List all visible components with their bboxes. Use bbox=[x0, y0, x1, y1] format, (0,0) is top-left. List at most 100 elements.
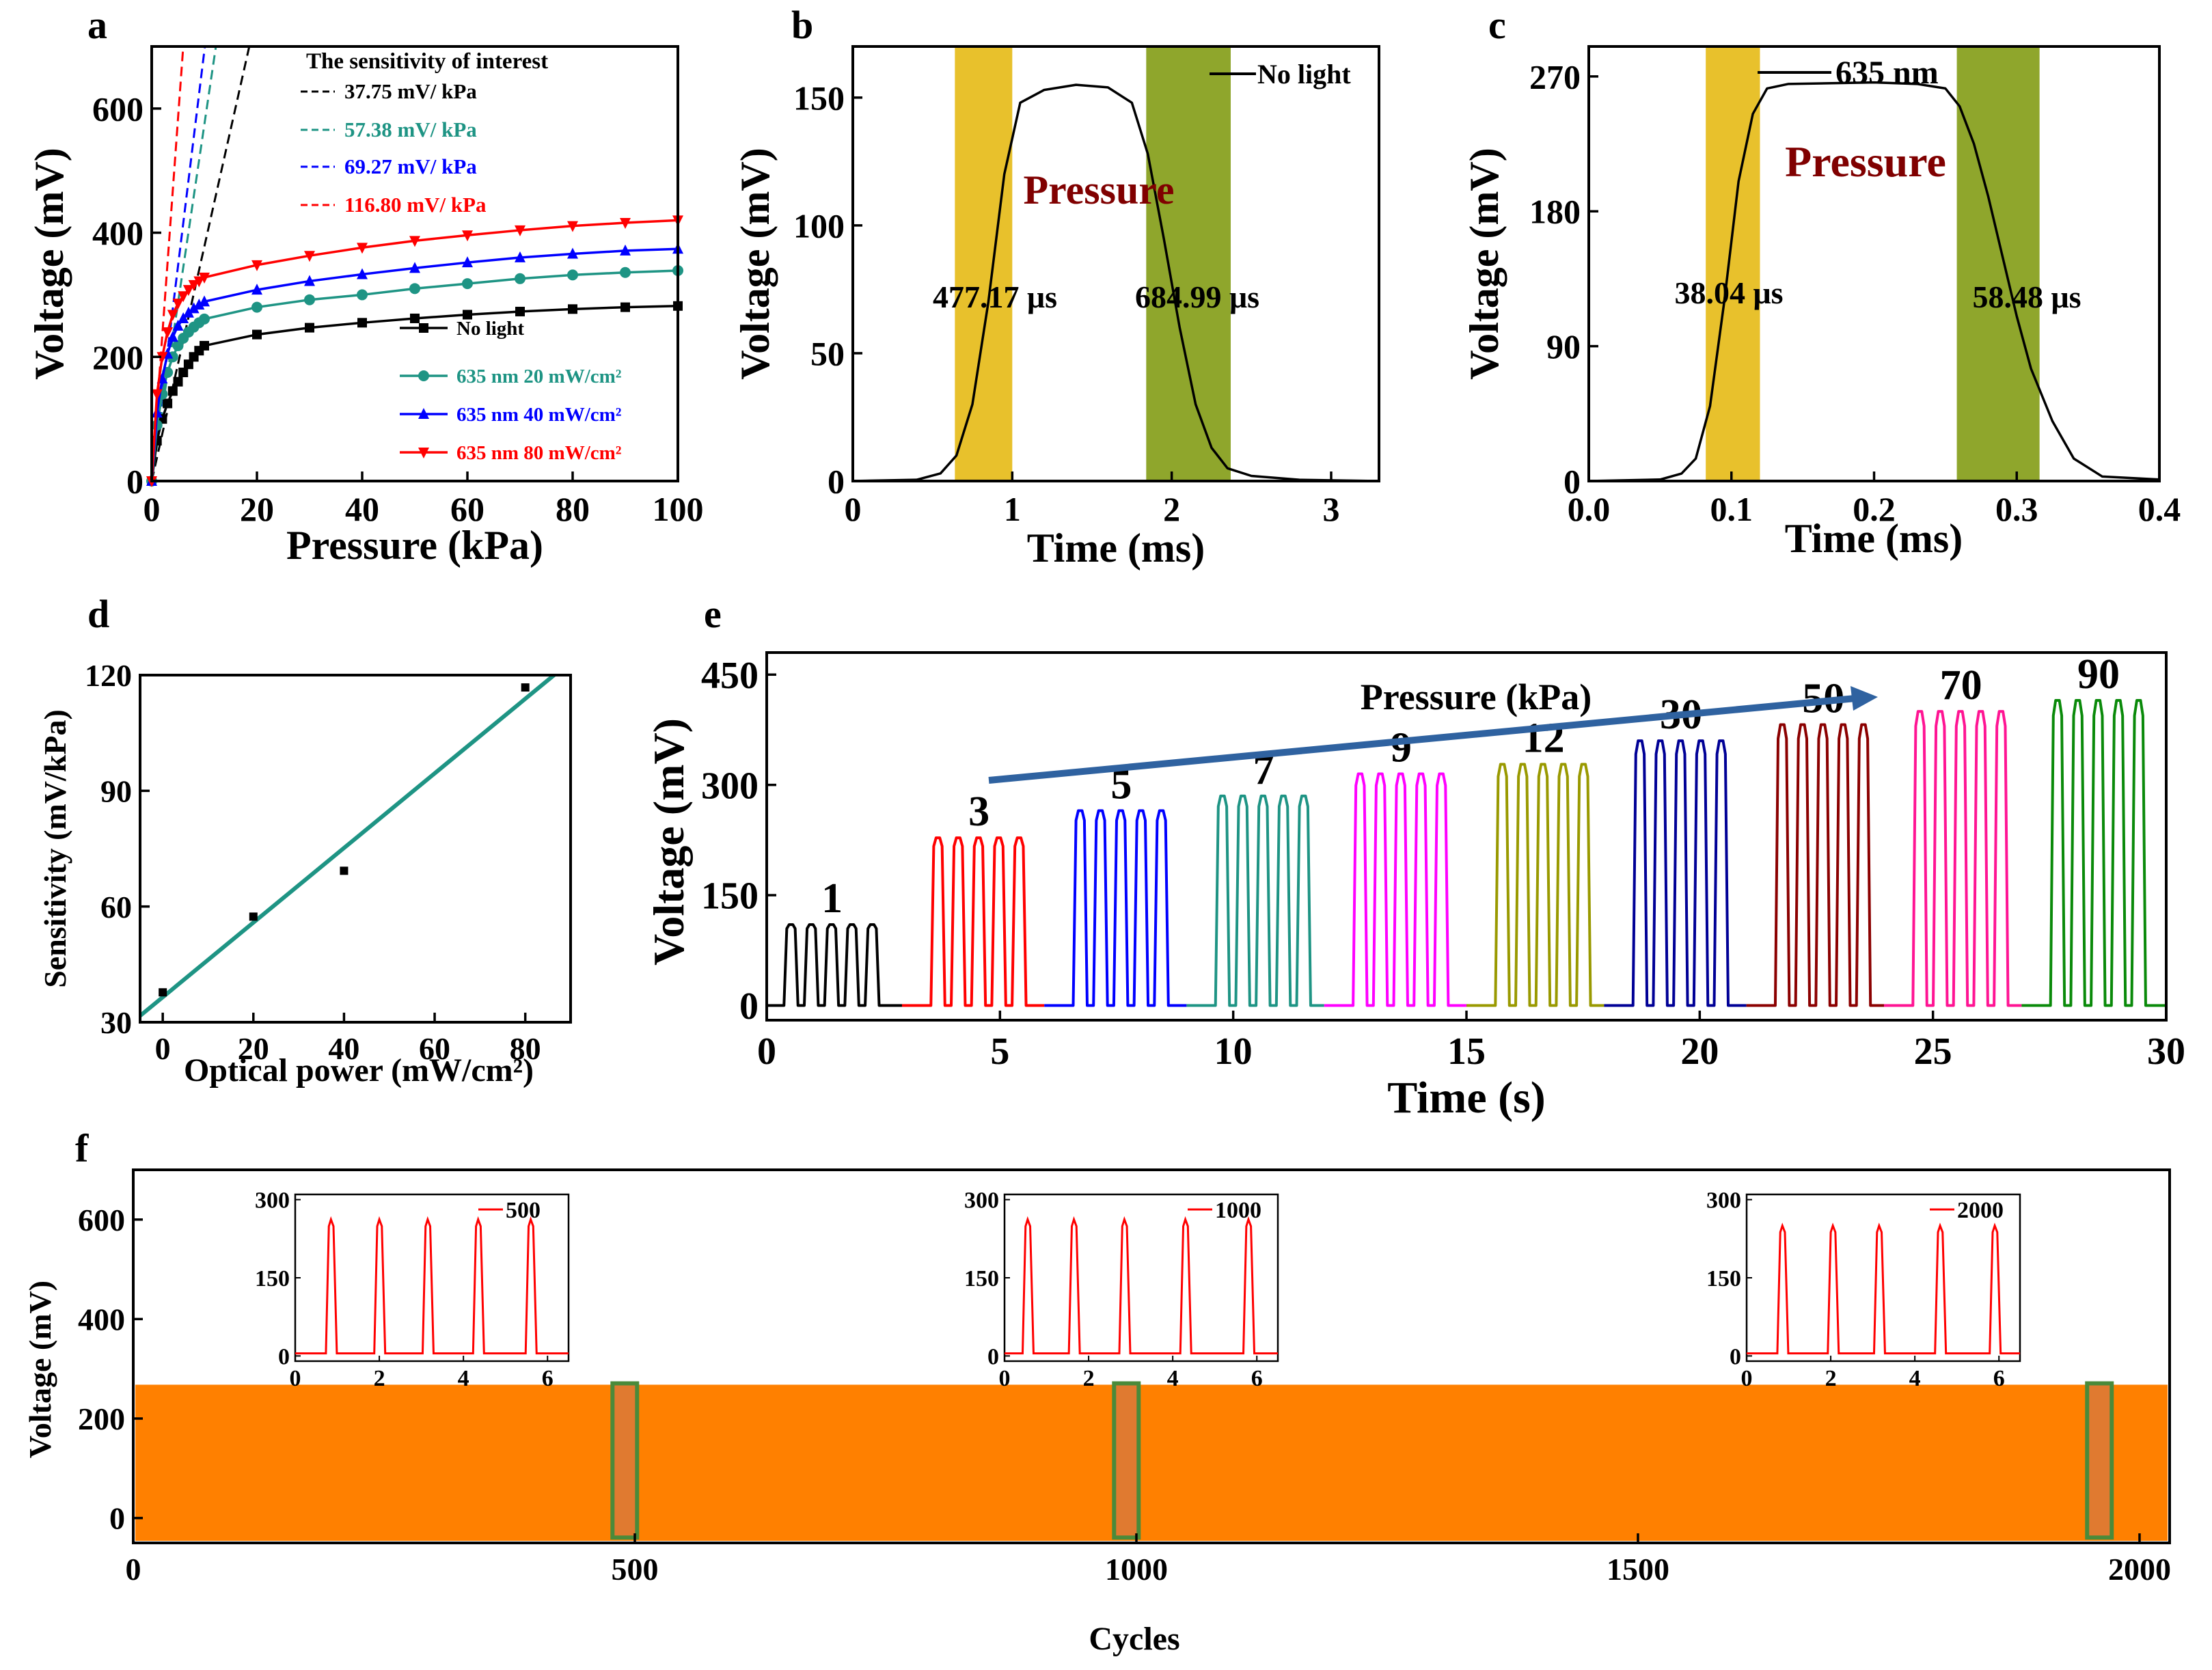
d-y-tick-label: 60 bbox=[100, 890, 132, 925]
inset-y-tick-label: 0 bbox=[1730, 1344, 1741, 1369]
inset-x-tick-label: 6 bbox=[542, 1366, 554, 1391]
inset-y-tick-label: 0 bbox=[987, 1344, 999, 1369]
data-point bbox=[151, 389, 163, 400]
data-point bbox=[167, 310, 178, 321]
data-point bbox=[340, 866, 349, 875]
data-point bbox=[252, 329, 262, 340]
panel-letter-e: e bbox=[704, 592, 722, 636]
inset-x-tick-label: 0 bbox=[1741, 1366, 1753, 1391]
data-point bbox=[515, 306, 525, 316]
inset-x-tick-label: 4 bbox=[1167, 1366, 1179, 1391]
inset-y-tick-label: 300 bbox=[964, 1188, 999, 1214]
e-y-tick-label: 300 bbox=[701, 765, 759, 807]
axis-frame-e bbox=[765, 651, 2168, 1022]
e-x-tick-label: 5 bbox=[990, 1030, 1009, 1073]
data-point bbox=[515, 251, 525, 262]
data-point bbox=[172, 299, 184, 310]
data-point bbox=[515, 273, 525, 284]
inset-x-tick-label: 4 bbox=[458, 1366, 469, 1391]
inset-y-tick-label: 150 bbox=[1706, 1266, 1741, 1291]
d-x-tick-label: 60 bbox=[419, 1031, 450, 1066]
legend-label-c: 635 nm bbox=[1835, 55, 1939, 91]
sensitivity-line bbox=[152, 46, 217, 481]
signal-line bbox=[852, 83, 1380, 482]
d-x-tick-label: 40 bbox=[328, 1031, 359, 1066]
c-x-tick-label: 0.4 bbox=[2138, 490, 2181, 528]
data-point bbox=[620, 266, 631, 278]
e-x-tick-label: 0 bbox=[757, 1030, 776, 1073]
data-point bbox=[178, 368, 189, 377]
c-x-tick-label: 0.3 bbox=[1995, 490, 2038, 528]
legend-marker bbox=[419, 323, 428, 333]
legend-label-b: No light bbox=[1257, 59, 1351, 90]
response-band bbox=[1956, 46, 2040, 481]
pressure-pulse-train bbox=[1324, 772, 1466, 1007]
axis-frame-c bbox=[1587, 45, 2161, 482]
chart-d: 0 20 40 60 80 30 60 90 120 Optical power (mW/cm²… bbox=[38, 658, 572, 1089]
data-point bbox=[178, 291, 189, 303]
response-band bbox=[1706, 46, 1760, 481]
data-point bbox=[251, 284, 262, 295]
a-y-tick-label: 200 bbox=[92, 338, 144, 377]
b-y-tick-label: 150 bbox=[793, 79, 845, 117]
d-y-tick-label: 30 bbox=[100, 1005, 132, 1040]
data-point bbox=[357, 268, 368, 279]
e-x-tick-label: 10 bbox=[1214, 1030, 1253, 1073]
inset-x-tick-label: 6 bbox=[1993, 1366, 2005, 1391]
f-x-tick-label: 2000 bbox=[2108, 1552, 2171, 1587]
a-y-tick-label: 0 bbox=[126, 463, 144, 501]
c-y-tick-label: 180 bbox=[1529, 193, 1581, 231]
data-point bbox=[188, 302, 200, 314]
data-point bbox=[521, 683, 530, 692]
data-point bbox=[162, 327, 174, 338]
inset-y-tick-label: 150 bbox=[964, 1266, 999, 1291]
pressure-pulse-train bbox=[2021, 698, 2166, 1007]
data-point bbox=[568, 304, 577, 314]
sensitivity-line bbox=[152, 46, 206, 481]
c-x-tick-label: 0.2 bbox=[1853, 490, 1896, 528]
c-x-tick-label: 0.1 bbox=[1710, 490, 1753, 528]
legend-label: 635 nm 20 mW/cm² bbox=[456, 366, 622, 387]
c-y-tick-label: 90 bbox=[1546, 327, 1581, 366]
data-point bbox=[515, 225, 525, 236]
rise-time-c: 38.04 μs bbox=[1675, 275, 1784, 310]
legend-label: 635 nm 80 mW/cm² bbox=[456, 442, 622, 464]
sensitivity-legend-label: 69.27 mV/ kPa bbox=[344, 154, 477, 178]
panel-letter-a: a bbox=[87, 3, 107, 47]
inset-x-tick-label: 2 bbox=[1083, 1366, 1095, 1391]
data-point bbox=[305, 323, 314, 333]
sensitivity-legend-label: 116.80 mV/ kPa bbox=[344, 193, 487, 217]
a-x-tick-label: 60 bbox=[450, 490, 484, 528]
data-point bbox=[462, 256, 473, 268]
legend-marker bbox=[418, 370, 429, 381]
axis-frame-b bbox=[851, 45, 1380, 482]
f-y-tick-label: 200 bbox=[78, 1401, 125, 1436]
x-axis-label-e: Time (s) bbox=[1387, 1073, 1546, 1123]
b-x-tick-label: 0 bbox=[845, 490, 862, 528]
chart-a: 0 20 40 60 80 100 0 200 400 600 The sensitivity o… bbox=[27, 45, 704, 568]
data-point bbox=[410, 313, 420, 323]
panel-letter-c: c bbox=[1488, 3, 1506, 47]
data-point bbox=[167, 331, 178, 342]
data-point bbox=[409, 262, 420, 273]
d-x-tick-label: 20 bbox=[238, 1031, 269, 1066]
pressure-arrow-head bbox=[1851, 686, 1878, 711]
inset-y-tick-label: 300 bbox=[1706, 1188, 1741, 1214]
data-point bbox=[304, 251, 315, 262]
d-x-tick-label: 80 bbox=[510, 1031, 541, 1066]
c-y-tick-label: 0 bbox=[1564, 463, 1581, 501]
f-x-tick-label: 1500 bbox=[1607, 1552, 1669, 1587]
b-y-tick-label: 50 bbox=[810, 334, 845, 372]
b-y-tick-label: 100 bbox=[793, 206, 845, 245]
f-x-tick-label: 500 bbox=[611, 1552, 658, 1587]
sensitivity-legend-label: 37.75 mV/ kPa bbox=[344, 79, 477, 103]
inset-legend-label: 2000 bbox=[1957, 1198, 2004, 1223]
pressure-value-label: 12 bbox=[1523, 715, 1565, 762]
data-point bbox=[462, 230, 473, 242]
data-point bbox=[409, 236, 420, 247]
inset-legend-label: 1000 bbox=[1215, 1198, 1261, 1223]
data-point bbox=[251, 301, 262, 313]
f-x-tick-label: 0 bbox=[126, 1552, 141, 1587]
panel-letter-d: d bbox=[87, 592, 109, 636]
pressure-pulse-train bbox=[1604, 739, 1747, 1007]
